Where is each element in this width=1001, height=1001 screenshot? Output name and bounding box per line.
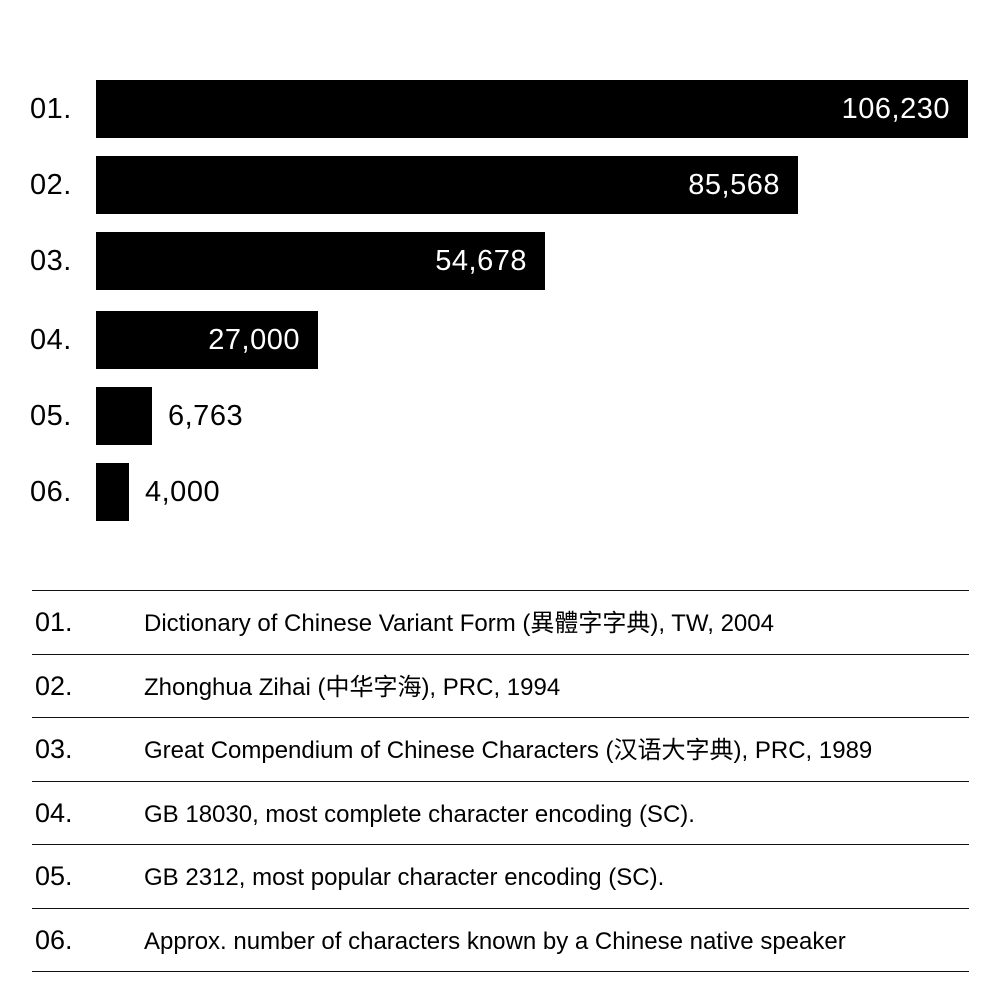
legend-row: 01. Dictionary of Chinese Variant Form (… <box>32 591 969 655</box>
bar <box>96 387 152 445</box>
legend-table: 01. Dictionary of Chinese Variant Form (… <box>32 590 969 972</box>
bar-rank-label: 02. <box>30 169 72 201</box>
bar-row: 04. 27,000 <box>0 311 1001 369</box>
legend-rank: 05. <box>35 861 73 891</box>
legend-description: Great Compendium of Chinese Characters (… <box>144 737 873 764</box>
bar <box>96 311 318 369</box>
legend-description: Approx. number of characters known by a … <box>144 927 846 955</box>
bar-rank-label: 01. <box>30 93 72 125</box>
legend-rank: 02. <box>35 670 73 701</box>
bar-value-label: 54,678 <box>435 245 527 277</box>
bar-value-label: 6,763 <box>168 400 244 432</box>
bar-rank-label: 05. <box>30 400 72 432</box>
bar-rank-label: 06. <box>30 476 72 508</box>
bar <box>96 80 968 138</box>
bar <box>96 156 798 214</box>
legend-row: 03. Great Compendium of Chinese Characte… <box>32 718 969 782</box>
bar-row: 06. 4,000 <box>0 463 1001 521</box>
bar-row: 05. 6,763 <box>0 387 1001 445</box>
bar-value-label: 85,568 <box>688 169 780 201</box>
legend-rank: 04. <box>35 797 73 828</box>
legend-row: 02. Zhonghua Zihai (中华字海), PRC, 1994 <box>32 655 969 718</box>
bar-rank-label: 03. <box>30 245 72 277</box>
bar <box>96 463 129 521</box>
legend-rank: 01. <box>35 607 73 637</box>
bar-value-label: 4,000 <box>145 476 221 508</box>
legend-row: 05. GB 2312, most popular character enco… <box>32 845 969 909</box>
bar-value-label: 106,230 <box>841 93 950 125</box>
bar-rank-label: 04. <box>30 324 72 356</box>
bar-row: 01. 106,230 <box>0 80 1001 138</box>
bar-value-label: 27,000 <box>208 324 300 356</box>
bar <box>96 232 545 290</box>
bar-chart: 01. 106,230 02. 85,568 03. 54,678 04. 27… <box>0 80 1001 521</box>
legend-rank: 06. <box>35 924 73 955</box>
bar-row: 02. 85,568 <box>0 156 1001 214</box>
legend-rank: 03. <box>35 734 73 764</box>
legend-row: 06. Approx. number of characters known b… <box>32 909 969 972</box>
legend-description: GB 2312, most popular character encoding… <box>144 864 665 891</box>
legend-description: Zhonghua Zihai (中华字海), PRC, 1994 <box>144 673 561 701</box>
legend-row: 04. GB 18030, most complete character en… <box>32 782 969 845</box>
bar-row: 03. 54,678 <box>0 232 1001 290</box>
legend-description: GB 18030, most complete character encodi… <box>144 800 695 828</box>
legend-description: Dictionary of Chinese Variant Form (異體字字… <box>144 610 774 637</box>
